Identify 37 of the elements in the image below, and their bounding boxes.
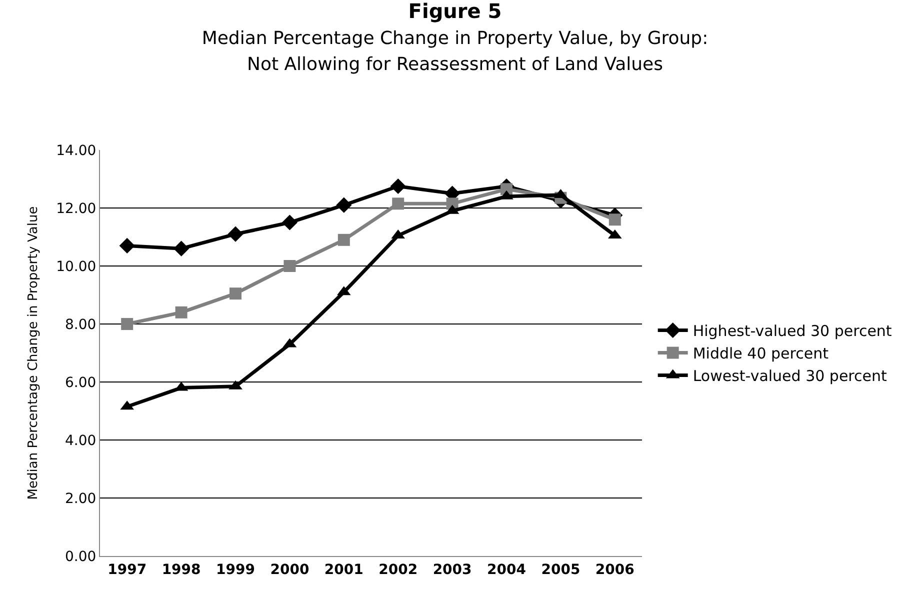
y-tick-label: 14.00 [56,142,96,159]
point [228,226,244,242]
y-tick-label: 2.00 [65,490,96,507]
legend-label: Middle 40 percent [692,344,829,363]
point [336,197,352,213]
x-tick-label: 2001 [324,562,364,578]
y-tick-label: 10.00 [56,258,96,275]
y-tick-label: 8.00 [65,316,96,333]
legend-label: Lowest-valued 30 percent [692,367,887,386]
chart-subtitle: Median Percentage Change in Property Value, by Group: Not Allowing for Reassessment of Land Values [202,28,708,76]
y-tick-label: 12.00 [56,200,96,217]
point [608,214,621,226]
y-axis-title: Median Percentage Change in Property Value [26,206,42,500]
legend-label: Highest-valued 30 percent [692,322,892,340]
x-tick-label: 2003 [432,562,472,578]
point [119,238,135,254]
x-tick-label: 2004 [487,562,526,578]
point [174,240,190,256]
y-tick-label: 0.00 [65,548,96,565]
point [390,178,406,194]
x-tick-label: 1998 [162,562,201,578]
point [284,260,296,272]
point [230,288,242,300]
point [392,198,404,210]
x-tick-label: 2000 [270,562,310,578]
point [121,318,134,330]
x-tick-label: 2006 [595,562,634,578]
x-tick-label: 1999 [216,562,255,578]
y-tick-label: 6.00 [65,374,96,391]
x-tick-label: 2005 [541,562,580,578]
x-tick-label: 1997 [108,562,147,578]
point [282,214,298,230]
x-tick-label: 2002 [378,562,418,578]
y-tick-label: 4.00 [65,432,96,449]
point [338,234,350,246]
point [175,306,188,318]
chart-title: Figure 5 [408,0,502,24]
